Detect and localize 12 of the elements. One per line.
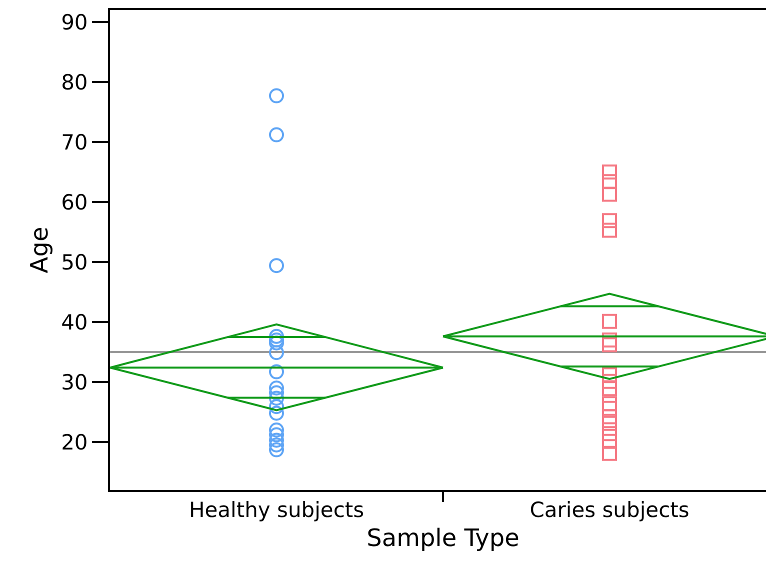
y-tick-label: 70	[61, 130, 88, 154]
y-tick-label: 40	[61, 310, 88, 334]
x-tick-label: Healthy subjects	[188, 498, 364, 522]
y-tick-label: 50	[61, 250, 88, 274]
x-axis-title: Sample Type	[366, 524, 520, 552]
y-tick-label: 30	[61, 370, 88, 394]
y-tick-label: 60	[61, 190, 88, 214]
y-tick-label: 80	[61, 70, 88, 94]
y-tick-label: 90	[61, 10, 88, 34]
y-axis-title: Age	[26, 226, 54, 274]
x-tick-label: Caries subjects	[530, 498, 690, 522]
y-tick-label: 20	[61, 430, 88, 454]
